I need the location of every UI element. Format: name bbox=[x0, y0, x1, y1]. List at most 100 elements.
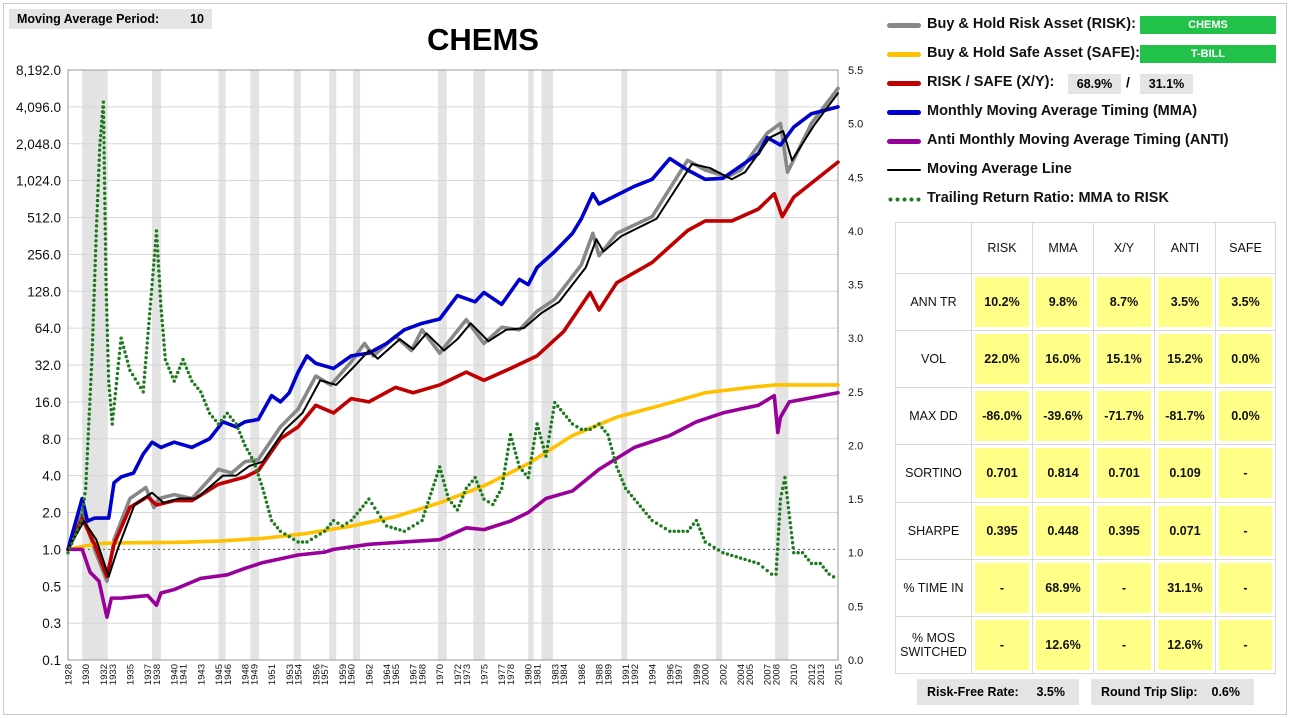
ratio-point bbox=[287, 534, 291, 539]
ratio-point bbox=[93, 263, 97, 268]
ratio-point bbox=[95, 198, 100, 203]
stats-row-label: % MOS SWITCHED bbox=[895, 615, 972, 675]
ratio-point bbox=[104, 287, 108, 292]
x-tick-label: 1983 bbox=[550, 664, 561, 685]
y-tick-label: 4,096.0 bbox=[16, 100, 61, 115]
line-chart: 8,192.0 4,096.0 2,048.0 1,024.0 512.0 256.0 12… bbox=[16, 22, 863, 685]
ratio-point bbox=[777, 517, 781, 521]
y2-tick-label: 0.0 bbox=[848, 655, 863, 667]
ratio-point bbox=[513, 451, 518, 455]
ratio-point bbox=[95, 203, 100, 208]
ratio-point bbox=[216, 422, 221, 426]
ratio-point bbox=[756, 561, 761, 566]
ratio-point bbox=[93, 258, 98, 263]
ratio-point bbox=[219, 418, 224, 423]
y2-tick-label: 3.0 bbox=[848, 333, 863, 345]
x-tick-label: 1928 bbox=[64, 664, 75, 685]
x-tick-label: 1984 bbox=[559, 664, 570, 685]
ratio-point bbox=[776, 537, 780, 541]
x-tick-label: 2005 bbox=[745, 664, 756, 685]
stats-row-label: SORTINO bbox=[895, 444, 972, 503]
ratio-point bbox=[158, 289, 162, 293]
ratio-point bbox=[104, 277, 108, 282]
ratio-point bbox=[502, 472, 506, 476]
ratio-point bbox=[84, 476, 88, 481]
ratio-point bbox=[105, 318, 109, 322]
ratio-point bbox=[245, 447, 249, 452]
ratio-point bbox=[108, 398, 112, 402]
ratio-point bbox=[106, 343, 110, 348]
stats-header-row: RISK MMA X/Y ANTI SAFE bbox=[895, 222, 1276, 274]
safe-asset-value: T-BILL bbox=[1140, 45, 1276, 63]
ratio-point bbox=[155, 239, 159, 243]
ratio-point bbox=[157, 269, 161, 273]
ratio-point bbox=[505, 452, 510, 456]
ratio-point bbox=[475, 480, 479, 484]
stats-cell: 15.2% bbox=[1158, 334, 1212, 385]
ratio-point bbox=[473, 475, 477, 480]
ratio-point bbox=[231, 418, 235, 423]
ratio-point bbox=[97, 153, 102, 157]
ratio-point bbox=[769, 572, 774, 576]
ratio-point bbox=[774, 562, 779, 566]
ratio-point bbox=[103, 247, 108, 251]
ratio-point bbox=[147, 321, 151, 326]
ratio-point bbox=[125, 359, 130, 363]
stats-cell: - bbox=[1219, 562, 1272, 613]
ratio-point bbox=[500, 481, 505, 486]
y-tick-label: 1.0 bbox=[42, 542, 61, 557]
ratio-point bbox=[102, 171, 107, 175]
ratio-point bbox=[540, 440, 544, 445]
x-tick-label: 1962 bbox=[364, 664, 375, 685]
ratio-point bbox=[549, 425, 553, 429]
stats-cell: 10.2% bbox=[975, 277, 1029, 328]
ratio-point bbox=[402, 529, 407, 533]
stats-cell: 12.6% bbox=[1036, 619, 1090, 670]
ratio-point bbox=[532, 441, 536, 446]
ratio-point bbox=[85, 452, 90, 456]
ratio-point bbox=[141, 385, 146, 389]
ratio-point bbox=[482, 497, 486, 501]
ratio-point bbox=[507, 442, 511, 447]
ratio-point bbox=[429, 492, 433, 496]
ratio-point bbox=[116, 366, 120, 371]
ratio-point bbox=[779, 492, 784, 496]
ratio-point bbox=[87, 422, 91, 426]
ratio-point bbox=[503, 467, 507, 471]
chart-title: CHEMS bbox=[427, 22, 539, 57]
ratio-point bbox=[85, 456, 89, 461]
ratio-point bbox=[107, 379, 111, 383]
ratio-point bbox=[113, 397, 117, 401]
stats-cell: 15.1% bbox=[1097, 334, 1151, 385]
ratio-point bbox=[730, 553, 734, 558]
ratio-point bbox=[278, 529, 283, 533]
ratio-point bbox=[124, 354, 128, 359]
ratio-point bbox=[603, 429, 607, 433]
y-tick-label: 128.0 bbox=[27, 284, 61, 299]
ratio-point bbox=[511, 442, 515, 446]
y2-tick-label: 5.5 bbox=[848, 65, 863, 77]
ratio-point bbox=[635, 500, 640, 505]
ratio-point bbox=[613, 460, 618, 465]
ratio-point bbox=[325, 525, 330, 530]
x-tick-label: 2002 bbox=[718, 664, 729, 685]
stats-cell: - bbox=[1097, 619, 1151, 670]
ratio-point bbox=[508, 433, 513, 437]
ratio-point bbox=[780, 486, 785, 491]
ratio-point bbox=[644, 511, 648, 516]
ratio-point bbox=[433, 478, 437, 483]
ratio-point bbox=[800, 551, 805, 555]
ratio-point bbox=[258, 477, 262, 482]
ratio-point bbox=[788, 520, 792, 525]
ratio-point bbox=[256, 473, 260, 477]
ratio-point bbox=[147, 316, 151, 321]
y-tick-label: 0.3 bbox=[42, 616, 61, 631]
stats-cell: -71.7% bbox=[1097, 391, 1151, 442]
ratio-point bbox=[105, 328, 110, 332]
ratio-point bbox=[103, 227, 107, 231]
stats-cell: 0.071 bbox=[1158, 505, 1212, 556]
x-tick-label: 1978 bbox=[506, 664, 517, 685]
x-tick-label: 1949 bbox=[249, 664, 260, 685]
ratio-point bbox=[393, 526, 398, 531]
ratio-point bbox=[71, 537, 76, 541]
